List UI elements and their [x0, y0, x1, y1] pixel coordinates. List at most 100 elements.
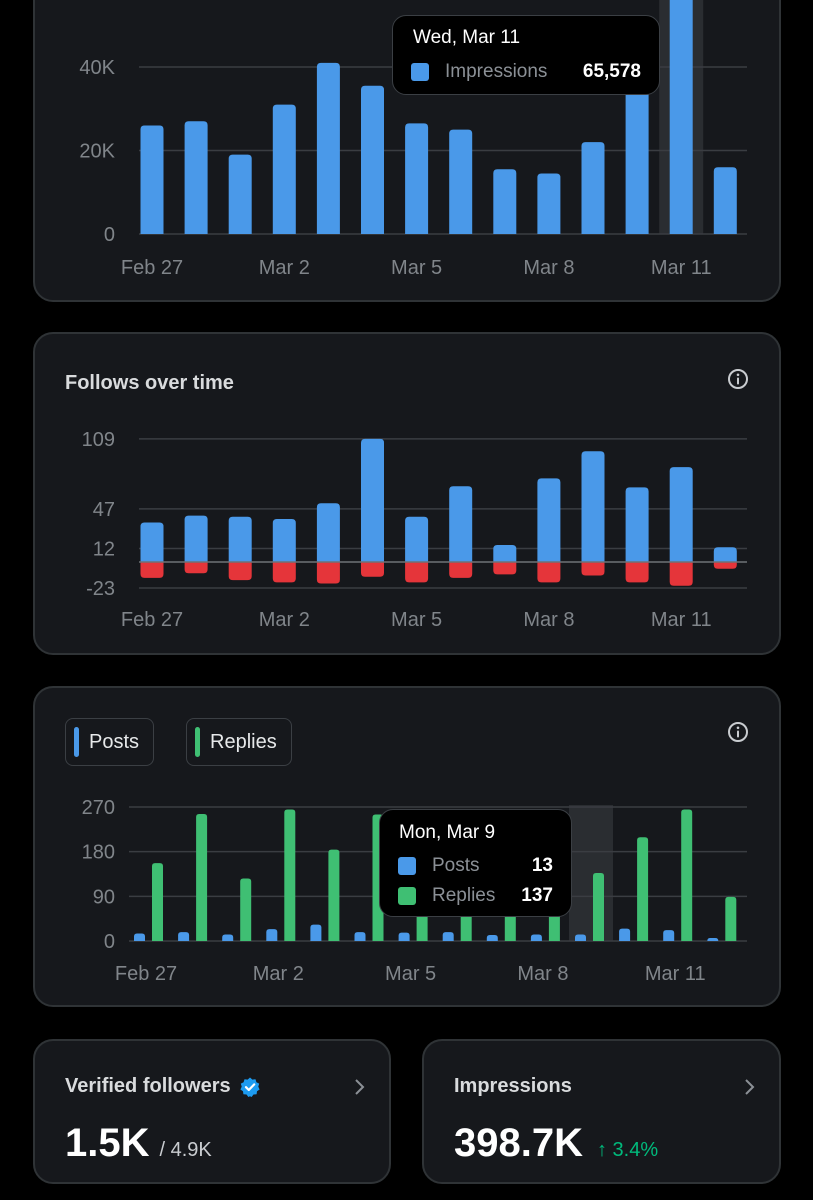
posts-bar	[486, 935, 498, 941]
info-icon[interactable]	[727, 721, 749, 743]
legend-replies-label: Replies	[210, 730, 277, 753]
verified-total-text: / 4.9K	[159, 1139, 212, 1161]
y-tick-label: 12	[93, 538, 115, 560]
impressions-bar	[449, 129, 473, 234]
posts-bar	[707, 938, 719, 941]
follows-bar	[361, 438, 384, 562]
verified-label-text: Verified followers	[65, 1075, 231, 1097]
y-tick-label: 40K	[79, 57, 115, 79]
posts-tooltip: Mon, Mar 9 Posts 13 Replies 137	[379, 809, 572, 917]
replies-bar	[284, 809, 296, 941]
posts-bar	[398, 932, 410, 941]
tooltip-row-posts: Posts 13	[398, 854, 553, 878]
replies-bar	[196, 813, 208, 941]
posts-legend-swatch	[74, 727, 79, 757]
follows-bar	[316, 503, 340, 562]
unfollows-bar	[449, 562, 473, 578]
follows-bar	[581, 451, 605, 562]
unfollows-bar	[581, 562, 605, 576]
impressions-tooltip: Wed, Mar 11 Impressions 65,578	[392, 15, 660, 95]
tooltip-row-replies: Replies 137	[398, 884, 553, 908]
replies-bar	[681, 809, 693, 941]
posts-bar	[222, 934, 234, 941]
follows-bar	[140, 522, 164, 562]
tooltip-row: Impressions 65,578	[411, 60, 641, 84]
highlight-column	[569, 805, 613, 941]
x-tick-label: Mar 11	[645, 963, 706, 985]
unfollows-bar	[669, 562, 693, 586]
posts-bar	[619, 928, 631, 941]
posts-bar	[266, 929, 278, 941]
follows-chart-card: Follows over time -23 12 47 109 Feb 27 Mar 2 M…	[33, 332, 781, 655]
x-tick-label: Mar 8	[523, 257, 574, 279]
replies-bar	[637, 837, 649, 941]
posts-bar	[354, 932, 366, 941]
follows-title: Follows over time	[65, 372, 234, 394]
x-tick-label: Mar 11	[651, 609, 712, 631]
impressions-delta: ↑ 3.4%	[596, 1139, 659, 1161]
chevron-right-icon	[355, 1079, 365, 1095]
replies-bar	[240, 878, 252, 941]
follows-bar	[272, 519, 296, 562]
legend-posts-label: Posts	[89, 730, 140, 753]
y-tick-label: 0	[104, 931, 115, 953]
posts-bar	[663, 930, 675, 941]
replies-legend-swatch	[195, 727, 200, 757]
y-tick-label: 0	[104, 224, 115, 246]
follows-bar	[625, 487, 649, 562]
unfollows-bar	[316, 562, 340, 584]
impressions-bar	[184, 121, 208, 234]
follows-chart[interactable]: -23 12 47 109 Feb 27 Mar 2 Mar 5 Mar 8 Mar 11	[35, 334, 779, 653]
impressions-bar	[581, 142, 605, 234]
posts-bar	[310, 924, 322, 941]
posts-replies-chart-card: Posts Replies 0 90 180 270 Feb 27 Mar 2 Mar 5 M…	[33, 686, 781, 1007]
follows-bar	[449, 486, 473, 562]
impressions-value-text: 398.7K	[454, 1121, 583, 1165]
impressions-bar	[625, 73, 649, 234]
verified-followers-card[interactable]: Verified followers 1.5K / 4.9K	[33, 1039, 391, 1184]
legend-replies-button[interactable]: Replies	[186, 718, 292, 766]
impressions-chart[interactable]: 0 20K 40K Feb 27 Mar 2 Mar 5 Mar 8 Mar 11	[35, 0, 779, 300]
verified-value-text: 1.5K	[65, 1121, 150, 1165]
unfollows-bar	[361, 562, 384, 577]
tooltip-replies-value: 137	[521, 885, 553, 906]
info-icon[interactable]	[727, 368, 749, 390]
x-tick-label: Mar 8	[517, 963, 568, 985]
follows-bar	[669, 467, 693, 562]
tooltip-posts-value: 13	[531, 855, 553, 876]
tooltip-value: 65,578	[582, 61, 641, 82]
unfollows-bar	[713, 562, 737, 569]
y-tick-label: 109	[82, 429, 115, 451]
y-tick-label: 90	[93, 886, 115, 908]
legend-posts-button[interactable]: Posts	[65, 718, 155, 766]
posts-swatch	[398, 857, 416, 875]
impressions-bar	[405, 123, 429, 234]
impressions-stat-label: Impressions	[454, 1075, 572, 1097]
posts-bar	[575, 934, 586, 941]
replies-bar	[152, 863, 163, 941]
x-tick-label: Feb 27	[121, 609, 183, 631]
impressions-bar	[669, 0, 693, 234]
x-tick-label: Mar 2	[259, 609, 310, 631]
replies-swatch	[398, 887, 416, 905]
unfollows-bar	[493, 562, 517, 575]
impressions-stat-card[interactable]: Impressions 398.7K ↑ 3.4%	[422, 1039, 781, 1184]
impressions-bar	[228, 154, 252, 234]
y-tick-label: 47	[93, 499, 115, 521]
verified-followers-label: Verified followers	[65, 1075, 261, 1098]
unfollows-bar	[140, 562, 164, 578]
tooltip-replies-label: Replies	[432, 885, 496, 906]
verified-followers-value: 1.5K / 4.9K	[65, 1121, 212, 1166]
x-tick-label: Mar 2	[253, 963, 304, 985]
follows-bar	[713, 547, 737, 562]
tooltip-label: Impressions	[445, 61, 548, 82]
impressions-bar	[316, 62, 340, 234]
tooltip-date: Mon, Mar 9	[399, 822, 496, 843]
unfollows-bar	[405, 562, 429, 583]
impressions-bar	[272, 104, 296, 234]
posts-bar	[530, 934, 542, 941]
chevron-right-icon	[745, 1079, 755, 1095]
impressions-bar	[537, 173, 561, 234]
x-tick-label: Mar 2	[259, 257, 310, 279]
impressions-stat-value: 398.7K ↑ 3.4%	[454, 1121, 658, 1166]
